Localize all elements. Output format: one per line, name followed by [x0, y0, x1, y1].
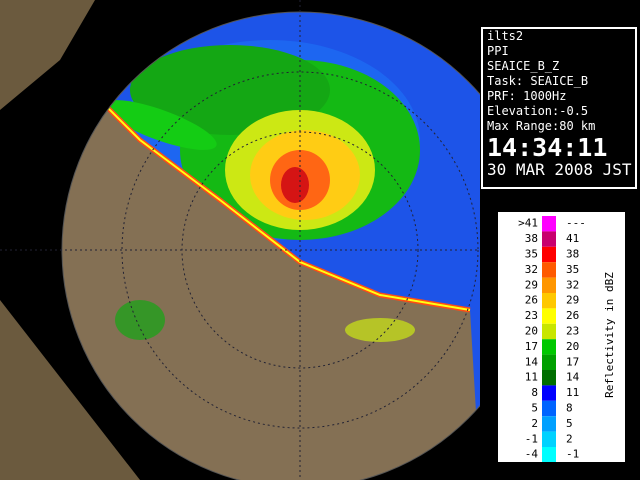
legend-low: -1 — [525, 432, 538, 445]
legend-high: 23 — [566, 325, 579, 338]
echo — [115, 300, 165, 340]
legend-high: 8 — [566, 402, 573, 415]
legend-swatch — [542, 231, 556, 247]
legend-swatch — [542, 277, 556, 293]
legend-swatch — [542, 262, 556, 278]
legend-high: 2 — [566, 432, 573, 445]
legend-low: 29 — [525, 278, 538, 291]
legend-low: 8 — [531, 386, 538, 399]
legend-low: 32 — [525, 263, 538, 276]
legend-swatch — [542, 416, 556, 432]
legend-high: --- — [566, 217, 586, 230]
info-panel: ilts2 PPI SEAICE_B_Z Task: SEAICE_B PRF: 100… — [481, 27, 637, 189]
radar-map — [0, 0, 480, 480]
legend-high: 5 — [566, 417, 573, 430]
legend-high: 38 — [566, 248, 579, 261]
info-line: PRF: 1000Hz — [487, 89, 567, 103]
legend-high: 17 — [566, 355, 579, 368]
legend-low: >41 — [518, 217, 538, 230]
legend-low: 26 — [525, 294, 538, 307]
legend-high: -1 — [566, 448, 579, 461]
legend-swatch — [542, 447, 556, 463]
echo — [281, 167, 309, 203]
legend-low: 23 — [525, 309, 538, 322]
legend-swatch — [542, 323, 556, 340]
legend-swatch — [542, 339, 556, 355]
legend-high: 20 — [566, 340, 579, 353]
legend-high: 35 — [566, 263, 579, 276]
legend-swatch — [542, 308, 556, 324]
legend-swatch — [542, 431, 556, 447]
date: 30 MAR 2008 JST — [487, 160, 632, 179]
legend-high: 14 — [566, 371, 580, 384]
legend-low: 11 — [525, 371, 538, 384]
land-outside — [0, 300, 140, 480]
land-outside — [0, 0, 95, 110]
legend-high: 26 — [566, 309, 579, 322]
range-ring — [121, 71, 479, 429]
info-line: Max Range:80 km — [487, 119, 596, 133]
legend-low: 5 — [531, 402, 538, 415]
legend-low: 14 — [525, 355, 539, 368]
info-line: Elevation:-0.5 — [487, 104, 589, 118]
time: 14:34:11 — [487, 133, 608, 162]
legend-svg: Reflectivity in dBZ >41 --- 38 41 35 38 32 35 29… — [518, 216, 616, 463]
legend-high: 29 — [566, 294, 579, 307]
legend-title: Reflectivity in dBZ — [603, 272, 616, 398]
legend-low: 17 — [525, 340, 538, 353]
echo — [345, 318, 415, 342]
legend-low: 20 — [525, 325, 538, 338]
legend-swatch — [542, 216, 556, 232]
legend-swatch — [542, 385, 556, 401]
info-line: ilts2 — [487, 29, 524, 43]
legend-swatch — [542, 246, 556, 263]
info-line: Task: SEAICE_B — [487, 74, 589, 88]
legend-low: 38 — [525, 232, 538, 245]
legend-low: -4 — [525, 448, 539, 461]
info-line: SEAICE_B_Z — [487, 59, 560, 73]
legend-swatch — [542, 293, 556, 309]
echo — [103, 100, 217, 150]
coast-echo — [62, 59, 471, 311]
legend: Reflectivity in dBZ >41 --- 38 41 35 38 32 35 29… — [498, 212, 625, 463]
legend-swatch — [542, 370, 556, 386]
legend-high: 11 — [566, 386, 579, 399]
legend-swatch — [542, 400, 556, 417]
legend-high: 32 — [566, 278, 579, 291]
legend-swatch — [542, 354, 556, 370]
info-line: PPI — [487, 44, 509, 58]
legend-high: 41 — [566, 232, 579, 245]
range-rings — [0, 0, 480, 480]
legend-low: 2 — [531, 417, 538, 430]
legend-low: 35 — [525, 248, 538, 261]
